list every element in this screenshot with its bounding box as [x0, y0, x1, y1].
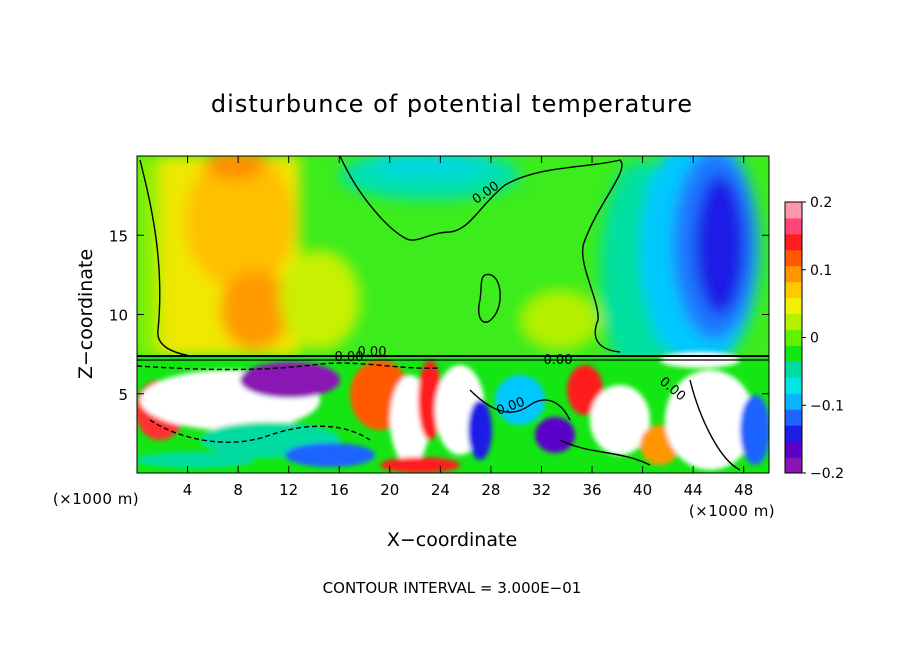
y-tick-label: 10 — [109, 307, 128, 325]
y-tick-label: 5 — [118, 386, 128, 404]
colorbar-tick-label: 0.1 — [810, 263, 832, 279]
x-tick-label: 28 — [481, 481, 500, 499]
colorbar-swatch — [785, 329, 802, 346]
x-tick-label: 24 — [431, 481, 450, 499]
colorbar-tick-label: −0.1 — [810, 398, 844, 414]
colorbar-swatch — [785, 217, 802, 235]
colorbar-tick-label: −0.2 — [810, 466, 844, 482]
contour-label: 0.00 — [358, 345, 387, 360]
contour-label: 0.00 — [544, 353, 573, 368]
x-axis: 4 8 12 16 20 24 28 32 36 40 44 48 — [183, 156, 753, 499]
x-unit-right: (×1000 m) — [689, 502, 775, 520]
contour-interval-note: CONTOUR INTERVAL = 3.000E−01 — [323, 579, 582, 597]
colorbar-swatch — [785, 361, 802, 378]
colorbar-swatch — [785, 249, 802, 267]
colorbar-swatch — [785, 281, 802, 299]
colorbar-swatch — [785, 409, 802, 426]
x-tick-label: 48 — [734, 481, 753, 499]
colorbar-swatch — [785, 377, 802, 394]
colorbar-tick-label: 0 — [810, 331, 819, 347]
x-tick-label: 20 — [380, 481, 399, 499]
chart-title: disturbunce of potential temperature — [211, 90, 693, 118]
x-tick-label: 40 — [633, 481, 652, 499]
x-tick-label: 4 — [183, 481, 193, 499]
colorbar-swatch — [785, 313, 802, 331]
x-tick-label: 8 — [233, 481, 243, 499]
x-tick-label: 44 — [684, 481, 703, 499]
colorbar-swatch — [785, 393, 802, 410]
colorbar: 0.2 0.1 0 −0.1 −0.2 — [784, 195, 844, 482]
colorbar-swatch — [785, 202, 802, 219]
x-tick-label: 32 — [532, 481, 551, 499]
y-axis: 5 10 15 — [109, 227, 769, 404]
colorbar-swatch — [785, 265, 802, 283]
colorbar-swatch — [785, 425, 802, 442]
colorbar-swatch — [785, 297, 802, 315]
y-tick-label: 15 — [109, 227, 128, 245]
x-unit-left: (×1000 m) — [53, 490, 139, 508]
x-tick-label: 16 — [330, 481, 349, 499]
contour-label: 0.00 — [335, 350, 364, 365]
colorbar-swatch — [785, 457, 802, 474]
y-axis-label: Z−coordinate — [75, 249, 97, 379]
colorbar-swatch — [785, 345, 802, 362]
x-tick-label: 12 — [279, 481, 298, 499]
colorbar-tick-label: 0.2 — [810, 195, 832, 211]
heatmap-field — [137, 156, 769, 473]
colorbar-swatch — [785, 233, 802, 251]
colorbar-swatch — [785, 441, 802, 458]
x-axis-label: X−coordinate — [387, 529, 517, 551]
x-tick-label: 36 — [582, 481, 601, 499]
